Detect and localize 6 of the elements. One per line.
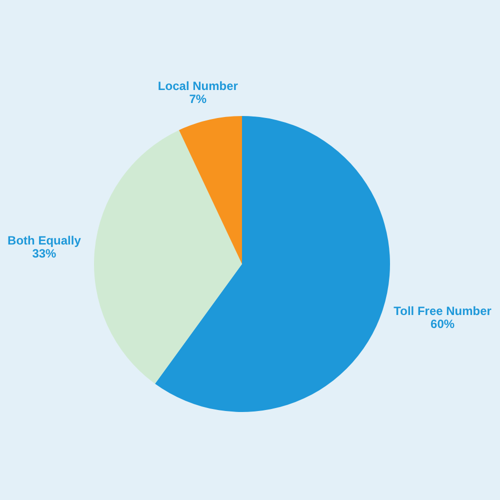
slice-label: Local Number <box>158 79 238 94</box>
slice-label: Both Equally <box>8 233 82 248</box>
data-label: 7% <box>189 92 207 106</box>
data-label: 60% <box>430 316 455 331</box>
slice-label: Toll Free Number <box>394 304 492 318</box>
data-label: 33% <box>32 246 57 260</box>
